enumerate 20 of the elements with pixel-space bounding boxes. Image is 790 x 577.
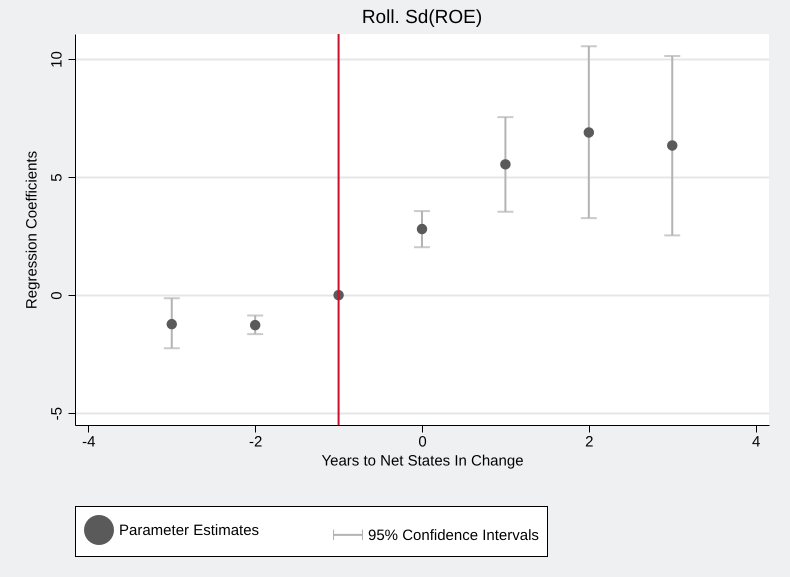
x-tick-label: 0: [418, 434, 427, 450]
x-tick-label: -2: [249, 434, 262, 450]
text: 95% Confidence Intervals: [368, 526, 539, 544]
point: [584, 127, 594, 138]
chart-title: Roll. Sd(ROE): [362, 7, 482, 28]
point: [416, 224, 428, 234]
point: [500, 159, 511, 170]
x-tick-label: 2: [585, 434, 594, 450]
y-tick-label: 10: [48, 51, 66, 68]
point: [666, 140, 678, 151]
y-tick-label: -5: [48, 407, 66, 420]
point: [250, 320, 260, 330]
y-tick-label: 5: [48, 173, 66, 182]
legend-label: Parameter Estimates: [119, 522, 260, 539]
point: [166, 318, 178, 330]
y-axis-title: Regression Coefficients: [24, 150, 40, 310]
x-tick-label: -4: [82, 434, 96, 450]
x-axis-title: Years to Net States In Change: [321, 452, 524, 470]
x-tick-label: 4: [752, 434, 760, 450]
y-tick-label: 0: [48, 291, 66, 300]
